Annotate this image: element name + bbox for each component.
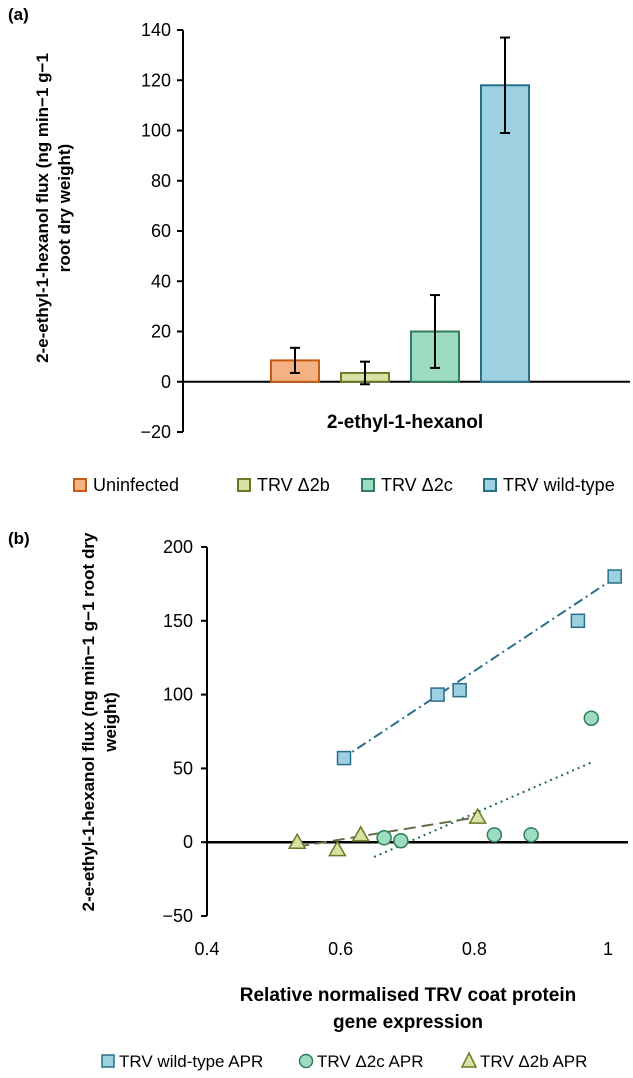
data-point [452, 682, 467, 698]
data-point [287, 832, 307, 849]
panel-a-ylabel: 2-e-ethyl-1-hexanol flux (ng min−1 g−1 r… [33, 53, 74, 363]
data-point [351, 825, 371, 842]
y-tick-label: −50 [162, 906, 193, 926]
x-tick-label: 1 [603, 939, 613, 959]
legend-label: TRV wild-type APR [119, 1052, 263, 1071]
y-tick-label: 20 [151, 322, 171, 342]
panel-a-ylabel-line1: 2-e-ethyl-1-hexanol flux (ng min−1 g−1 [33, 53, 52, 363]
legend-label: TRV wild-type [503, 475, 615, 495]
panel-a-ylabel-line2: root dry weight) [55, 144, 74, 272]
legend-swatch [483, 478, 497, 492]
legend-label: TRV Δ2b APR [480, 1052, 587, 1071]
data-point [570, 613, 586, 629]
y-tick-label: 100 [141, 121, 171, 141]
data-point [430, 687, 445, 702]
data-point [523, 827, 539, 843]
panel-a-plot: −20 0 20 40 60 80 100 120 140 [140, 20, 630, 442]
x-tick-label: 0.6 [328, 939, 353, 959]
panel-b-ylabel-line1: 2-e-ethyl-1-hexanol flux (ng min−1 g−1 r… [79, 532, 98, 911]
data-point [336, 750, 352, 766]
y-tick-label: 140 [141, 20, 171, 40]
y-tick-label: 200 [163, 537, 193, 557]
legend-swatch [237, 478, 251, 492]
panel-b-plot: −50 0 50 100 150 200 0.4 0.6 0.8 1 [162, 537, 628, 959]
data-point [328, 840, 347, 857]
y-tick-label: 100 [163, 685, 193, 705]
y-tick-label: 150 [163, 611, 193, 631]
y-tick-label: 50 [173, 758, 193, 778]
y-tick-label: 0 [161, 372, 171, 392]
panel-b-ylabel: 2-e-ethyl-1-hexanol flux (ng min−1 g−1 r… [79, 532, 120, 911]
y-tick-label: 40 [151, 271, 171, 291]
panel-b-legend: TRV wild-type APR TRV Δ2c APR TRV Δ2b APR [101, 1051, 587, 1071]
panel-b-xlabel-line2: gene expression [333, 1012, 483, 1033]
legend-marker [101, 1054, 115, 1068]
data-point [607, 569, 622, 584]
panel-b-xlabel-line1: Relative normalised TRV coat protein [240, 985, 576, 1006]
panel-b-ylabel-line2: weight) [101, 692, 120, 753]
legend-swatch [73, 478, 87, 492]
data-point [583, 710, 600, 726]
panel-a-label: (a) [8, 5, 29, 24]
bar [480, 84, 530, 383]
data-point [468, 807, 487, 824]
panel-a-category-label: 2-ethyl-1-hexanol [327, 412, 483, 433]
data-point [376, 830, 392, 846]
y-tick-label: 80 [151, 171, 171, 191]
panel-a-legend: Uninfected TRV Δ2b TRV Δ2c TRV wild-type [73, 475, 615, 495]
panel-b-label: (b) [8, 529, 30, 548]
legend-label: TRV Δ2c [381, 475, 453, 495]
x-tick-label: 0.4 [194, 939, 219, 959]
data-point [393, 832, 409, 849]
y-tick-label: 60 [151, 221, 171, 241]
legend-marker [298, 1053, 314, 1069]
trend-line [340, 581, 609, 761]
legend-label: TRV Δ2c APR [317, 1052, 423, 1071]
legend-swatch [361, 478, 375, 492]
legend-label: TRV Δ2b [257, 475, 330, 495]
x-tick-label: 0.8 [462, 939, 487, 959]
data-point [486, 827, 503, 843]
y-tick-label: −20 [140, 422, 171, 442]
legend-label: Uninfected [93, 475, 179, 495]
legend-marker [460, 1051, 478, 1068]
y-tick-label: 120 [141, 70, 171, 90]
y-tick-label: 0 [183, 832, 193, 852]
